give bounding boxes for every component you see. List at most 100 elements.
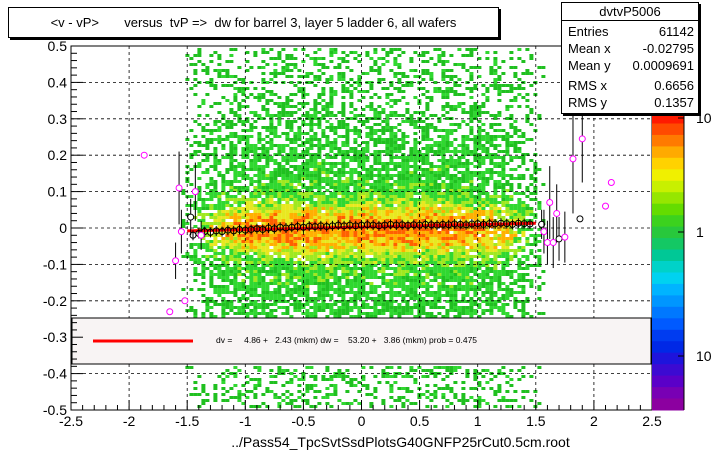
heatmap-cell [421, 162, 426, 165]
heatmap-cell [493, 243, 498, 246]
heatmap-cell [373, 111, 378, 114]
heatmap-cell [429, 243, 434, 246]
heatmap-cell [217, 303, 222, 306]
heatmap-cell [405, 171, 410, 174]
heatmap-cell [409, 279, 414, 282]
heatmap-cell [249, 204, 254, 207]
heatmap-cell [353, 378, 358, 381]
heatmap-cell [441, 285, 446, 288]
heatmap-cell [357, 234, 362, 237]
heatmap-cell [213, 240, 218, 243]
heatmap-cell [453, 246, 458, 249]
heatmap-cell [437, 60, 442, 63]
heatmap-cell [361, 384, 366, 387]
heatmap-cell [309, 246, 314, 249]
heatmap-cell [461, 198, 466, 201]
heatmap-cell [341, 174, 346, 177]
heatmap-cell [237, 396, 242, 399]
heatmap-cell [245, 390, 250, 393]
heatmap-cell [325, 81, 330, 84]
heatmap-cell [349, 111, 354, 114]
heatmap-cell [365, 246, 370, 249]
heatmap-cell [409, 216, 414, 219]
heatmap-cell [457, 252, 462, 255]
heatmap-cell [229, 198, 234, 201]
heatmap-cell [349, 270, 354, 273]
heatmap-cell [373, 234, 378, 237]
heatmap-cell [293, 141, 298, 144]
heatmap-cell [473, 66, 478, 69]
heatmap-cell [201, 198, 206, 201]
heatmap-cell [341, 183, 346, 186]
heatmap-cell [265, 195, 270, 198]
heatmap-cell [325, 213, 330, 216]
heatmap-cell [353, 150, 358, 153]
heatmap-cell [201, 276, 206, 279]
heatmap-cell [345, 60, 350, 63]
heatmap-cell [285, 288, 290, 291]
heatmap-cell [213, 195, 218, 198]
heatmap-cell [213, 255, 218, 258]
heatmap-cell [473, 114, 478, 117]
heatmap-cell [325, 366, 330, 369]
heatmap-cell [341, 276, 346, 279]
heatmap-cell [221, 96, 226, 99]
heatmap-cell [473, 87, 478, 90]
heatmap-cell [273, 249, 278, 252]
heatmap-cell [477, 132, 482, 135]
heatmap-cell [257, 285, 262, 288]
heatmap-cell [397, 231, 402, 234]
heatmap-cell [213, 234, 218, 237]
heatmap-cell [261, 291, 266, 294]
heatmap-cell [337, 198, 342, 201]
heatmap-cell [333, 231, 338, 234]
heatmap-cell [369, 393, 374, 396]
heatmap-cell [401, 387, 406, 390]
heatmap-cell [209, 306, 214, 309]
heatmap-cell [449, 387, 454, 390]
heatmap-cell [349, 129, 354, 132]
heatmap-cell [473, 300, 478, 303]
heatmap-cell [453, 291, 458, 294]
heatmap-cell [425, 189, 430, 192]
heatmap-cell [345, 219, 350, 222]
heatmap-cell [281, 108, 286, 111]
heatmap-cell [369, 96, 374, 99]
heatmap-cell [361, 183, 366, 186]
heatmap-cell [289, 237, 294, 240]
heatmap-cell [209, 105, 214, 108]
heatmap-cell [481, 261, 486, 264]
heatmap-cell [493, 144, 498, 147]
heatmap-cell [401, 159, 406, 162]
heatmap-cell [401, 51, 406, 54]
heatmap-cell [449, 267, 454, 270]
heatmap-cell [193, 225, 198, 228]
heatmap-cell [433, 396, 438, 399]
heatmap-cell [277, 171, 282, 174]
heatmap-cell [337, 210, 342, 213]
heatmap-cell [205, 240, 210, 243]
heatmap-cell [493, 78, 498, 81]
heatmap-cell [281, 165, 286, 168]
heatmap-cell [361, 267, 366, 270]
heatmap-cell [233, 180, 238, 183]
heatmap-cell [393, 282, 398, 285]
heatmap-cell [365, 261, 370, 264]
heatmap-cell [245, 264, 250, 267]
heatmap-cell [213, 222, 218, 225]
heatmap-cell [245, 144, 250, 147]
heatmap-cell [377, 237, 382, 240]
heatmap-cell [305, 216, 310, 219]
heatmap-cell [477, 75, 482, 78]
heatmap-cell [369, 237, 374, 240]
heatmap-cell [409, 276, 414, 279]
heatmap-cell [253, 216, 258, 219]
heatmap-cell [357, 180, 362, 183]
heatmap-cell [225, 123, 230, 126]
heatmap-cell [353, 255, 358, 258]
heatmap-cell [205, 258, 210, 261]
heatmap-cell [481, 210, 486, 213]
heatmap-cell [497, 180, 502, 183]
heatmap-cell [445, 165, 450, 168]
heatmap-cell [469, 174, 474, 177]
